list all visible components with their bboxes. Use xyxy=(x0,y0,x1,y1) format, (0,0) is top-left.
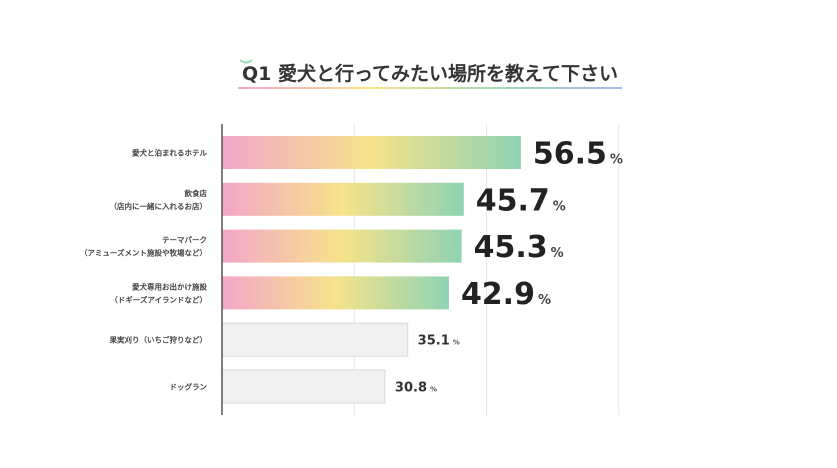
value-label: 35.1% xyxy=(418,334,460,349)
bar-row: テーマパーク （アミューズメント施設や牧場など） 45.3% xyxy=(80,229,564,265)
chart-title: Q1 愛犬と行ってみたい場所を教えて下さい xyxy=(242,62,618,85)
bar xyxy=(222,136,521,169)
title-underline xyxy=(238,87,622,89)
value-label: 30.8% xyxy=(395,381,437,396)
bar xyxy=(221,369,386,404)
value-label: 45.7% xyxy=(476,183,566,218)
bar xyxy=(221,322,409,357)
category-label: ドッグラン xyxy=(170,382,208,392)
bar xyxy=(222,182,464,216)
bar xyxy=(222,276,449,310)
category-label: 飲食店 xyxy=(184,188,208,198)
value-label: 45.3% xyxy=(474,230,564,265)
category-label: 愛犬専用お出かけ施設 xyxy=(132,281,207,291)
category-label: テーマパーク xyxy=(162,235,207,245)
category-label: （ドギーズアイランドなど） xyxy=(110,294,207,304)
value-label: 42.9% xyxy=(461,277,551,312)
category-label: （アミューズメント施設や牧場など） xyxy=(80,248,207,258)
category-label: 愛犬と泊まれるホテル xyxy=(132,148,207,158)
bar-row: 愛犬専用お出かけ施設 （ドギーズアイランドなど） 42.9% xyxy=(110,276,551,312)
bar-row: 愛犬と泊まれるホテル 56.5% xyxy=(132,136,623,172)
bar-row: 果実刈り（いちご狩りなど） 35.1% xyxy=(110,322,460,357)
bar-row: 飲食店 （店内に一緒に入れるお店） 45.7% xyxy=(110,182,566,218)
bar xyxy=(222,229,462,263)
category-label: 果実刈り（いちご狩りなど） xyxy=(110,335,208,345)
category-label: （店内に一緒に入れるお店） xyxy=(110,201,208,211)
value-label: 56.5% xyxy=(533,137,623,172)
bar-row: ドッグラン 30.8% xyxy=(170,369,437,404)
title-accent-icon xyxy=(239,59,253,64)
